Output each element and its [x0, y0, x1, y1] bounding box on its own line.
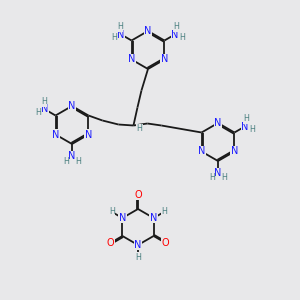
Text: N: N: [198, 146, 205, 157]
Text: H: H: [35, 108, 41, 117]
Text: N: N: [119, 213, 126, 223]
Text: H: H: [111, 33, 117, 42]
Text: N: N: [161, 55, 168, 64]
Text: N: N: [41, 104, 49, 115]
Text: N: N: [231, 146, 238, 157]
Text: N: N: [214, 118, 222, 128]
Text: N: N: [85, 130, 92, 140]
Text: H: H: [117, 22, 123, 31]
Text: H: H: [135, 253, 141, 262]
Text: H: H: [209, 173, 215, 182]
Text: N: N: [144, 26, 152, 36]
Text: N: N: [68, 101, 76, 111]
Text: H: H: [136, 124, 142, 133]
Text: N: N: [134, 240, 142, 250]
Text: N: N: [128, 55, 135, 64]
Text: N: N: [241, 122, 248, 131]
Text: H: H: [249, 125, 255, 134]
Text: O: O: [134, 190, 142, 200]
Text: H: H: [161, 208, 167, 217]
Text: H: H: [41, 97, 47, 106]
Text: H: H: [63, 157, 69, 166]
Text: O: O: [162, 238, 169, 248]
Text: N: N: [52, 130, 59, 140]
Text: H: H: [179, 33, 185, 42]
Text: H: H: [109, 208, 115, 217]
Text: H: H: [75, 157, 81, 166]
Text: N: N: [171, 29, 178, 40]
Text: N: N: [150, 213, 157, 223]
Text: O: O: [106, 238, 114, 248]
Text: N: N: [118, 29, 125, 40]
Text: H: H: [243, 114, 249, 123]
Text: N: N: [214, 168, 222, 178]
Text: H: H: [221, 173, 227, 182]
Text: H: H: [173, 22, 179, 31]
Text: N: N: [68, 151, 76, 161]
